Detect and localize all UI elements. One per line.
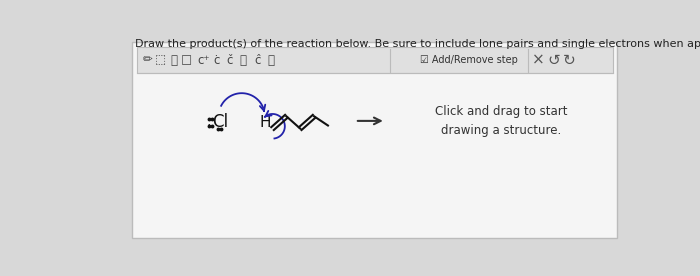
- Bar: [137, 47, 612, 73]
- Text: ⌣: ⌣: [267, 54, 274, 67]
- Text: ✋: ✋: [170, 54, 177, 67]
- Text: č: č: [226, 54, 232, 67]
- Text: Cl: Cl: [212, 113, 228, 131]
- Text: ×: ×: [532, 52, 545, 68]
- Text: Click and drag to start
drawing a structure.: Click and drag to start drawing a struct…: [435, 105, 568, 137]
- Text: :: :: [206, 115, 211, 129]
- Text: ☑ Add/Remove step: ☑ Add/Remove step: [420, 55, 518, 65]
- Text: ⌢: ⌢: [239, 54, 246, 67]
- Text: □: □: [181, 54, 192, 67]
- Text: c⁺: c⁺: [197, 54, 209, 67]
- Text: ✏: ✏: [143, 54, 153, 67]
- Text: ⬚: ⬚: [155, 54, 167, 67]
- Text: ĉ: ĉ: [254, 54, 260, 67]
- Text: Draw the product(s) of the reaction below. Be sure to include lone pairs and sin: Draw the product(s) of the reaction belo…: [135, 39, 700, 49]
- Text: H: H: [259, 115, 271, 130]
- Text: ċ: ċ: [213, 54, 220, 67]
- Text: ↻: ↻: [563, 52, 575, 68]
- Text: ↺: ↺: [547, 52, 560, 68]
